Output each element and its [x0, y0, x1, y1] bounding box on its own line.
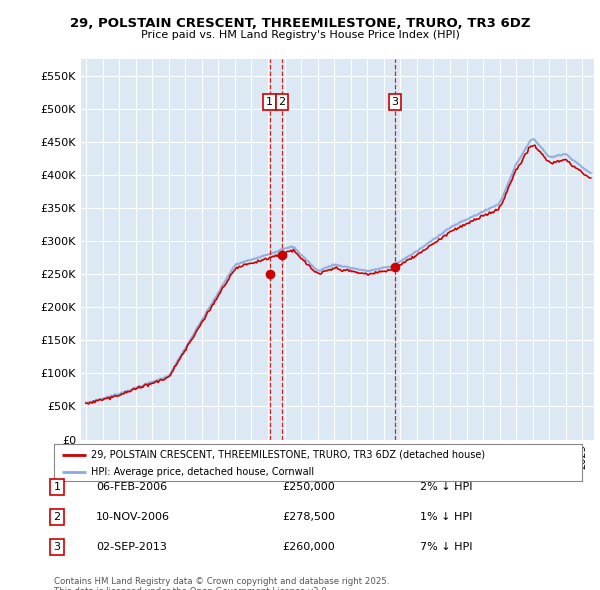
Text: £278,500: £278,500: [282, 512, 335, 522]
Text: 29, POLSTAIN CRESCENT, THREEMILESTONE, TRURO, TR3 6DZ: 29, POLSTAIN CRESCENT, THREEMILESTONE, T…: [70, 17, 530, 30]
Text: 10-NOV-2006: 10-NOV-2006: [96, 512, 170, 522]
Text: 2: 2: [278, 97, 286, 107]
Text: 1% ↓ HPI: 1% ↓ HPI: [420, 512, 472, 522]
Text: 02-SEP-2013: 02-SEP-2013: [96, 542, 167, 552]
Text: 3: 3: [53, 542, 61, 552]
Text: 2: 2: [53, 512, 61, 522]
Text: 06-FEB-2006: 06-FEB-2006: [96, 482, 167, 491]
Text: £250,000: £250,000: [282, 482, 335, 491]
Text: £260,000: £260,000: [282, 542, 335, 552]
Text: Price paid vs. HM Land Registry's House Price Index (HPI): Price paid vs. HM Land Registry's House …: [140, 30, 460, 40]
Text: Contains HM Land Registry data © Crown copyright and database right 2025.
This d: Contains HM Land Registry data © Crown c…: [54, 577, 389, 590]
Text: 3: 3: [391, 97, 398, 107]
Text: 29, POLSTAIN CRESCENT, THREEMILESTONE, TRURO, TR3 6DZ (detached house): 29, POLSTAIN CRESCENT, THREEMILESTONE, T…: [91, 450, 485, 460]
Text: HPI: Average price, detached house, Cornwall: HPI: Average price, detached house, Corn…: [91, 467, 314, 477]
Text: 7% ↓ HPI: 7% ↓ HPI: [420, 542, 473, 552]
Text: 1: 1: [266, 97, 273, 107]
Text: 2% ↓ HPI: 2% ↓ HPI: [420, 482, 473, 491]
Text: 1: 1: [53, 482, 61, 491]
